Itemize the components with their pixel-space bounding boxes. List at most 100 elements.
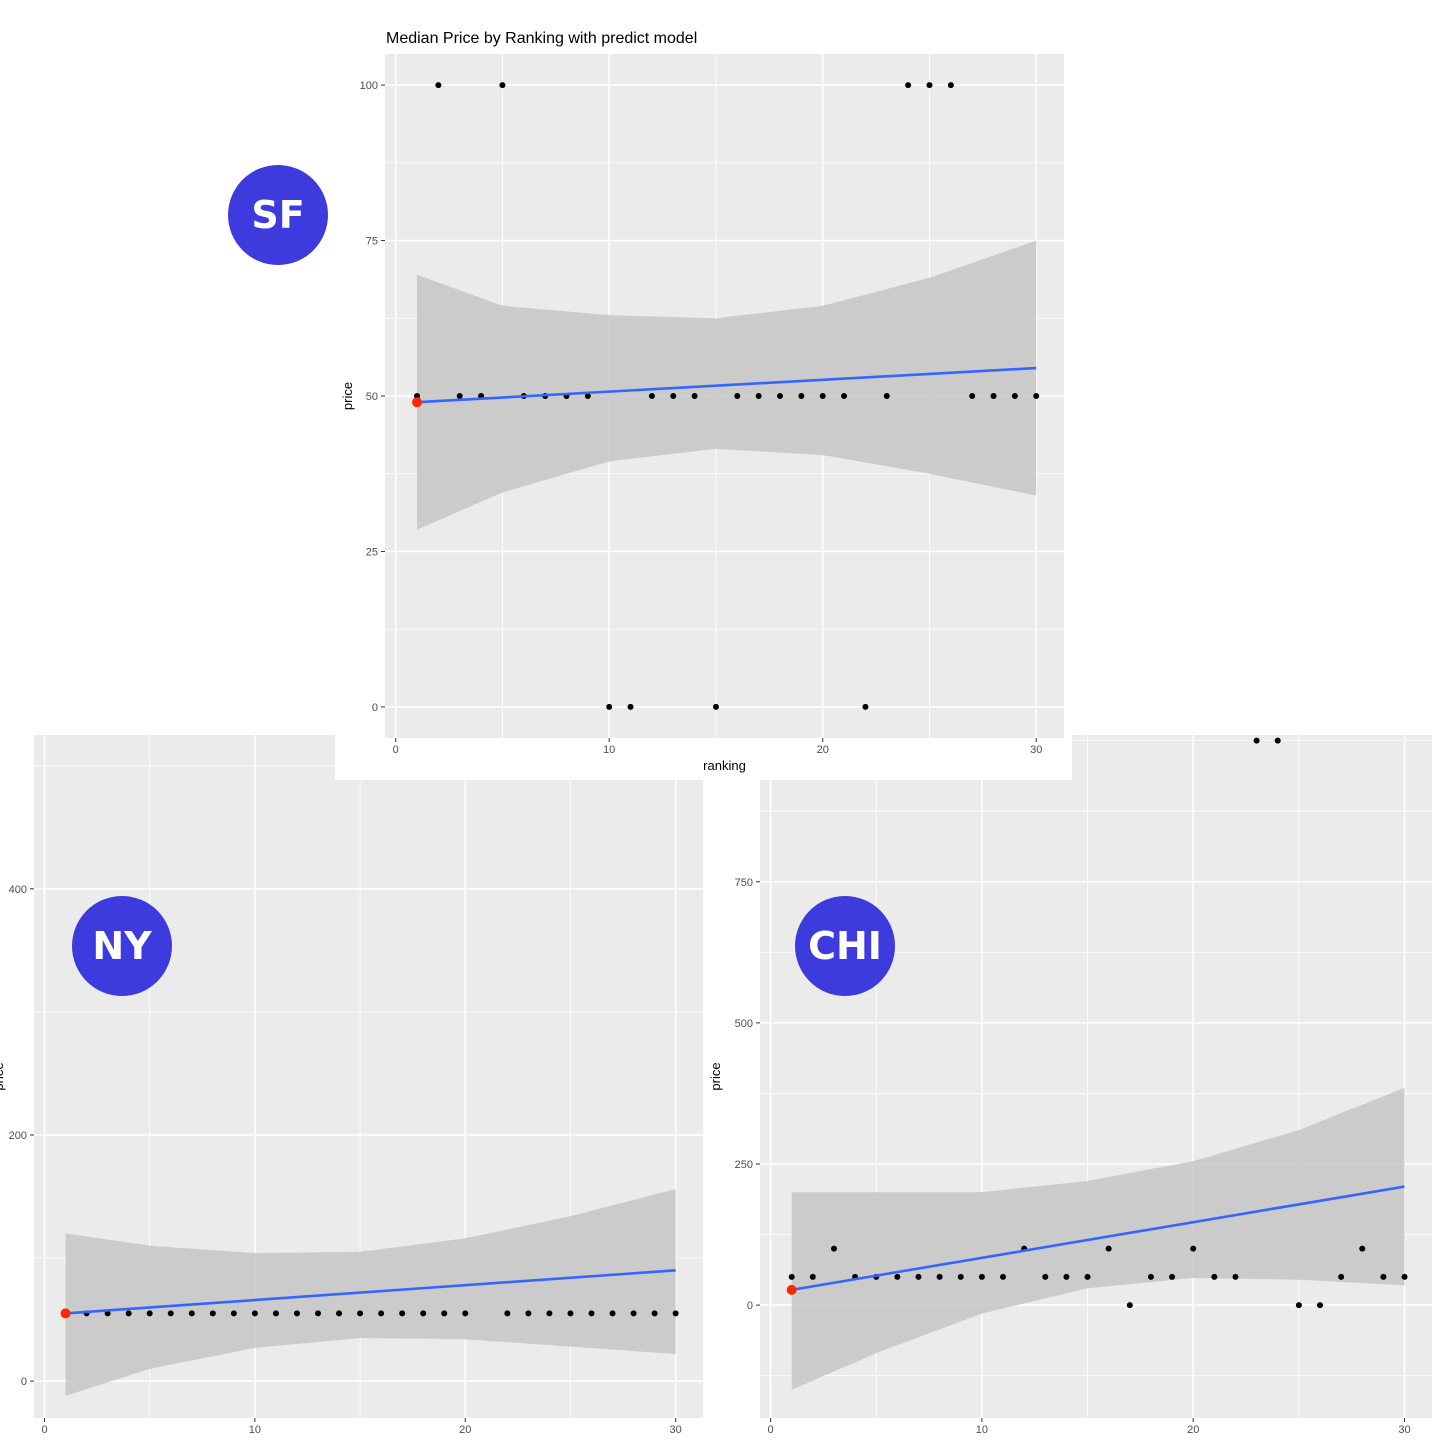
ny-badge-label: NY: [92, 924, 152, 968]
ny-data-point: [399, 1310, 406, 1317]
ny-y-axis-label: price: [0, 1062, 6, 1090]
chi-fit-line: [791, 1185, 1405, 1292]
ny-data-point: [357, 1310, 364, 1317]
ny-data-point: [230, 1310, 237, 1317]
chi-data-point: [1190, 1245, 1197, 1252]
chi-data-point: [1105, 1245, 1112, 1252]
ny-data-point: [251, 1310, 258, 1317]
sf-data-point: [905, 82, 912, 89]
chi-data-point: [978, 1273, 985, 1280]
ny-data-point: [609, 1310, 616, 1317]
ny-data-point: [567, 1310, 574, 1317]
chi-y-tick-label: 250: [735, 1159, 753, 1171]
chi-data-point: [1084, 1273, 1091, 1280]
chi-data-point: [809, 1273, 816, 1280]
chi-data-point: [1380, 1273, 1387, 1280]
sf-chart-title: Median Price by Ranking with predict mod…: [386, 30, 697, 47]
chi-highlight-point: [786, 1284, 797, 1295]
ny-data-point: [546, 1310, 553, 1317]
sf-data-point: [456, 393, 463, 399]
sf-data-point: [627, 703, 634, 710]
chi-data-point: [915, 1273, 922, 1280]
chi-y-tick-label: 750: [735, 877, 753, 889]
ny-data-point: [146, 1310, 153, 1317]
sf-data-point: [798, 393, 805, 399]
chi-x-tick-label: 0: [768, 1424, 774, 1436]
ny-data-point: [672, 1310, 679, 1317]
sf-y-tick-label: 50: [366, 391, 378, 403]
chi-data-point: [1317, 1302, 1323, 1309]
chi-x-tick-label: 20: [1187, 1424, 1199, 1436]
sf-y-tick-label: 0: [372, 702, 378, 714]
ny-plot-area: [34, 735, 703, 1418]
chi-data-point: [1338, 1273, 1345, 1280]
sf-data-point: [606, 703, 613, 710]
ny-data-point: [272, 1310, 279, 1317]
chi-data-point: [1295, 1302, 1302, 1309]
sf-x-axis-label: ranking: [703, 758, 746, 773]
sf-data-point: [947, 82, 954, 89]
chart-panel-sf: 0 10 20 30 0 25 50 75 100 Median Price by Ranking…: [340, 30, 1064, 773]
sf-data-point: [969, 393, 976, 399]
chi-data-point: [1126, 1302, 1133, 1309]
chi-x-tick-label: 10: [976, 1424, 988, 1436]
chart-panel-chi: 0 10 20 30 0 250 500 750 price: [708, 735, 1432, 1436]
sf-data-point: [777, 393, 784, 399]
sf-x-tick-label: 30: [1030, 744, 1042, 756]
ny-data-point: [504, 1310, 511, 1317]
sf-data-point: [862, 703, 869, 710]
chi-y-tick-label: 0: [747, 1300, 753, 1312]
sf-data-point: [990, 393, 997, 399]
chi-data-point: [1359, 1245, 1366, 1252]
ny-x-tick-label: 20: [459, 1424, 471, 1436]
ny-data-point: [125, 1310, 132, 1317]
ny-x-tick-label: 10: [249, 1424, 261, 1436]
chi-badge: CHI: [795, 896, 895, 996]
sf-x-tick-label: 20: [817, 744, 829, 756]
sf-badge: SF: [228, 165, 328, 265]
chi-data-point: [830, 1245, 837, 1252]
ny-data-point: [525, 1310, 532, 1317]
ny-badge: NY: [72, 896, 172, 996]
sf-x-tick-label: 10: [603, 744, 615, 756]
chi-data-point: [788, 1273, 795, 1280]
sf-data-point: [926, 82, 933, 89]
sf-data-point: [435, 82, 442, 89]
ny-data-point: [315, 1310, 322, 1317]
sf-fit-line: [416, 366, 1037, 404]
sf-x-tick-label: 0: [393, 744, 399, 756]
chi-data-point: [957, 1273, 964, 1280]
chi-data-point: [1063, 1273, 1070, 1280]
sf-data-point: [1011, 393, 1018, 399]
ny-x-tick-label: 0: [41, 1424, 47, 1436]
sf-highlight-point: [412, 397, 423, 408]
sf-y-axis-label: price: [340, 382, 355, 410]
chi-data-point: [1042, 1273, 1049, 1280]
chi-data-point: [1211, 1273, 1218, 1280]
ny-highlight-point: [60, 1308, 71, 1319]
chi-plot-area: [760, 735, 1432, 1418]
chi-data-point: [894, 1273, 901, 1280]
sf-badge-label: SF: [251, 193, 305, 237]
sf-y-tick-label: 25: [366, 546, 378, 558]
sf-data-point: [734, 393, 741, 399]
sf-y-tick-label: 75: [366, 236, 378, 248]
ny-x-tick-label: 30: [670, 1424, 682, 1436]
sf-data-point: [499, 82, 506, 89]
ny-data-point: [630, 1310, 637, 1317]
ny-data-point: [104, 1310, 111, 1317]
ny-data-point: [651, 1310, 658, 1317]
ny-data-point: [588, 1310, 595, 1317]
sf-data-point: [648, 393, 655, 399]
chi-data-point: [936, 1273, 943, 1280]
ny-data-point: [293, 1310, 300, 1317]
ny-y-tick-label: 400: [9, 884, 27, 896]
sf-data-point: [755, 393, 762, 399]
ny-data-point: [378, 1310, 385, 1317]
sf-data-point: [841, 393, 848, 399]
sf-data-point: [584, 393, 591, 399]
chart-panel-ny: 0 10 20 30 0 200 400 price: [0, 735, 703, 1436]
ny-y-tick-label: 0: [21, 1376, 27, 1388]
sf-data-point: [670, 393, 677, 399]
